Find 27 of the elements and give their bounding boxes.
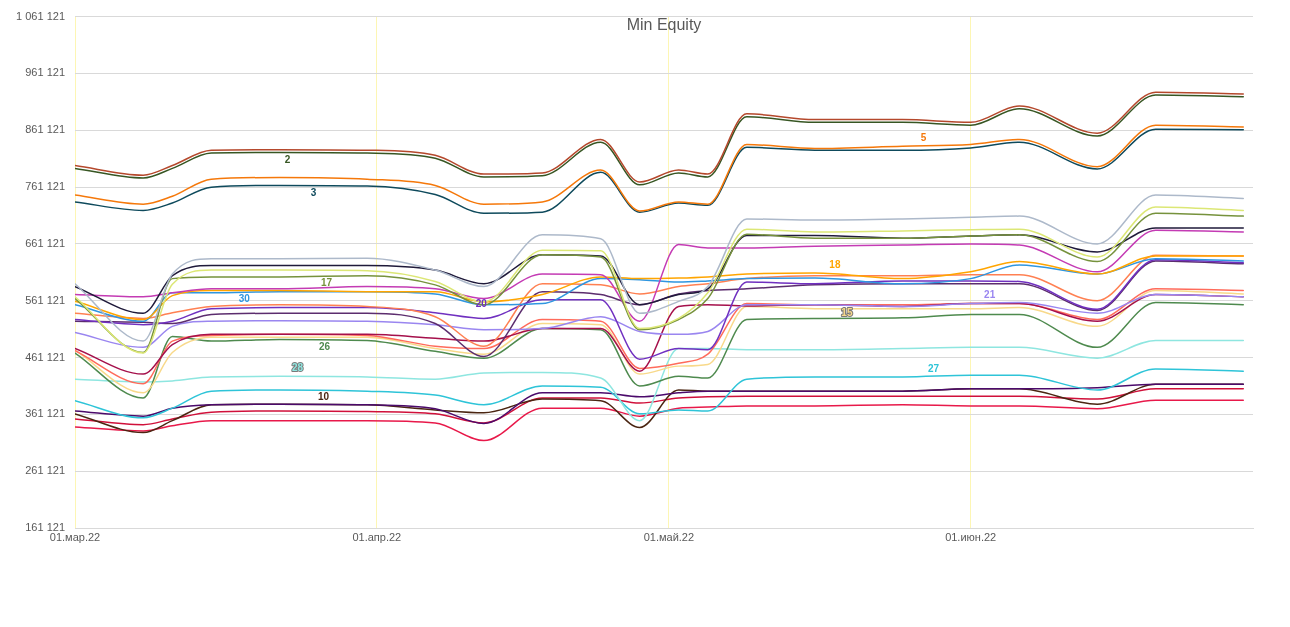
line-series: [75, 339, 1245, 422]
series-label: 26: [318, 341, 331, 353]
line-series: [75, 301, 1245, 399]
series-label: 10: [317, 390, 330, 402]
x-tick-label: 01.июн.22: [945, 530, 997, 543]
series-label: 18: [829, 258, 841, 270]
series-label: 17: [320, 276, 333, 288]
y-tick-label: 761 121: [25, 180, 65, 193]
y-tick-label: 461 121: [25, 350, 65, 363]
series-label: 30: [238, 293, 251, 305]
y-tick-label: 961 121: [25, 66, 65, 79]
series-label: 3: [310, 187, 317, 199]
series-label: 2: [284, 154, 291, 166]
y-tick-label: 361 121: [25, 407, 65, 420]
series-label: 27: [927, 362, 940, 374]
series-label: 5: [920, 131, 927, 143]
chart-title: Min Equity: [626, 16, 702, 34]
line-series: [75, 399, 1245, 442]
y-tick-label: 861 121: [25, 123, 65, 136]
y-tick-label: 661 121: [25, 236, 65, 249]
x-tick-label: 01.апр.22: [352, 530, 402, 543]
series-label: 21: [984, 289, 996, 301]
y-tick-label: 261 121: [25, 464, 65, 477]
y-tick-label: 561 121: [25, 293, 65, 306]
y-tick-label: 1 061 121: [16, 9, 65, 22]
x-tick-label: 01.май.22: [643, 530, 695, 543]
series-label: 28: [291, 362, 304, 374]
